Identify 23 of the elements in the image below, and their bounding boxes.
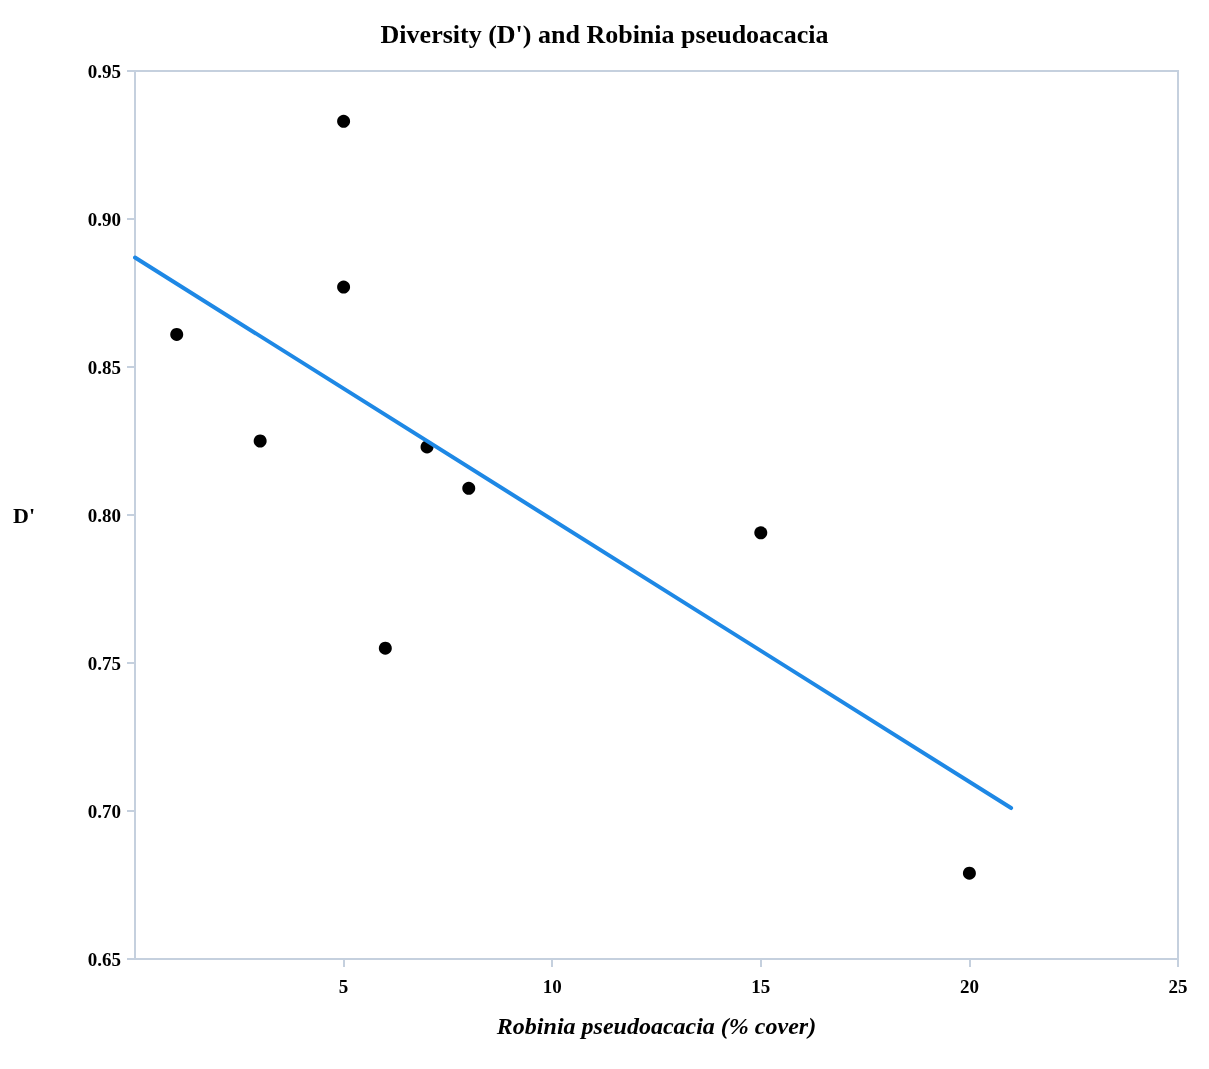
x-tick-label: 25 [1168, 976, 1188, 997]
x-tick-label: 20 [959, 976, 979, 997]
y-tick-label: 0.75 [87, 652, 121, 674]
y-tick-label: 0.85 [87, 356, 121, 378]
x-tick-label: 5 [338, 976, 349, 997]
point [754, 526, 768, 540]
point [962, 866, 976, 880]
point [378, 641, 392, 655]
y-tick-label: 0.80 [87, 504, 121, 526]
point [462, 481, 476, 495]
x-axis-title: Robinia pseudoacacia (% cover) [495, 1013, 817, 1039]
point [253, 434, 267, 448]
x-tick-label: 15 [751, 976, 771, 997]
x-tick-label: 10 [542, 976, 562, 997]
point [337, 280, 351, 294]
point [170, 327, 184, 341]
chart-title: Diversity (D') and Robinia pseudoacacia [380, 19, 829, 49]
y-axis-title: D' [13, 502, 35, 528]
y-tick-label: 0.65 [87, 948, 121, 970]
y-tick-label: 0.90 [87, 208, 121, 230]
y-tick-label: 0.70 [87, 800, 121, 822]
point [337, 114, 351, 128]
y-tick-label: 0.95 [87, 60, 121, 82]
